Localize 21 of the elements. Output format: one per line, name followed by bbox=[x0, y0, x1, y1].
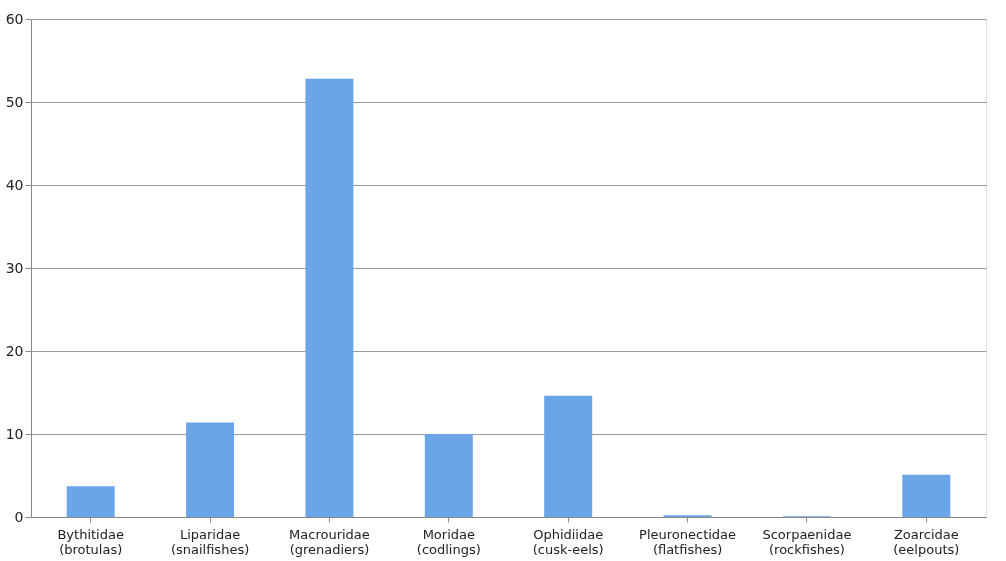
y-tick-label: 60 bbox=[5, 10, 24, 27]
bar bbox=[424, 434, 473, 517]
x-tick-label: Pleuronectidae (flatfishes) bbox=[639, 526, 737, 557]
x-tick-label: Moridae (codlings) bbox=[416, 526, 481, 557]
x-tick-label: Liparidae (snailfishes) bbox=[170, 526, 250, 557]
x-tick-label: Ophidiidae (cusk-eels) bbox=[532, 526, 604, 557]
y-tick-label: 40 bbox=[5, 176, 24, 193]
x-tick-label: Bythitidae (brotulas) bbox=[57, 526, 124, 557]
x-tick-label: Scorpaenidae (rockfishes) bbox=[762, 526, 852, 557]
bar bbox=[305, 78, 354, 517]
y-tick-label: 20 bbox=[5, 342, 24, 359]
y-tick-label: 0 bbox=[14, 508, 24, 525]
bar bbox=[544, 395, 593, 517]
y-tick-label: 30 bbox=[5, 259, 24, 276]
bar bbox=[186, 422, 235, 517]
x-tick-label: Zoarcidae (eelpouts) bbox=[893, 526, 960, 557]
y-tick-label: 50 bbox=[5, 93, 24, 110]
x-tick-label: Macrouridae (grenadiers) bbox=[289, 526, 370, 557]
y-tick-label: 10 bbox=[5, 425, 24, 442]
bar bbox=[66, 486, 115, 517]
bar bbox=[902, 474, 951, 517]
